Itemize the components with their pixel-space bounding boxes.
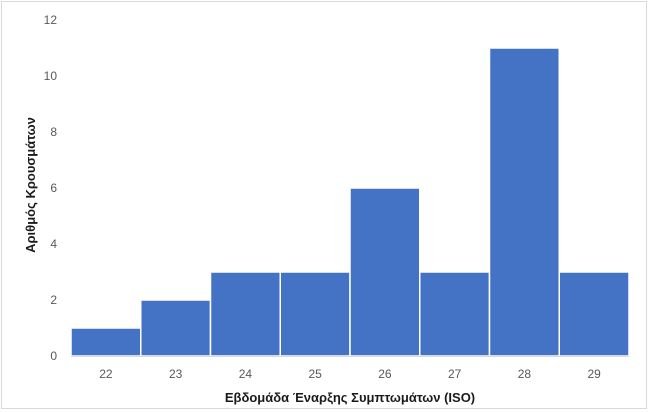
y-tick-label: 12 [44,13,58,27]
x-tick-label: 26 [378,367,392,381]
x-tick-labels: 22 23 24 25 26 27 28 29 [99,367,601,381]
x-tick-label: 22 [99,367,113,381]
x-tick-label: 25 [308,367,322,381]
y-axis-title: Αριθμός Κρουσμάτων [23,117,38,253]
x-tick-label: 27 [448,367,462,381]
bar-week-29 [558,271,630,357]
bar-week-22 [70,327,142,357]
x-tick-label: 23 [169,367,183,381]
bar-week-24 [209,271,281,357]
bar-week-23 [140,299,212,357]
y-tick-label: 6 [50,181,57,195]
bar-week-28 [488,47,560,357]
x-axis-title: Εβδομάδα Έναρξης Συμπτωμάτων (ISO) [225,390,475,405]
y-tick-label: 8 [50,125,57,139]
y-tick-labels: 0 2 4 6 8 10 12 [44,13,58,363]
bars-group [70,47,630,357]
x-tick-label: 28 [518,367,532,381]
y-tick-label: 2 [50,293,57,307]
bar-week-25 [279,271,351,357]
x-tick-label: 24 [239,367,253,381]
bar-week-26 [349,187,421,357]
bar-week-27 [419,271,491,357]
y-tick-label: 10 [44,69,58,83]
y-tick-label: 0 [50,349,57,363]
y-tick-label: 4 [50,237,57,251]
x-tick-label: 29 [587,367,601,381]
